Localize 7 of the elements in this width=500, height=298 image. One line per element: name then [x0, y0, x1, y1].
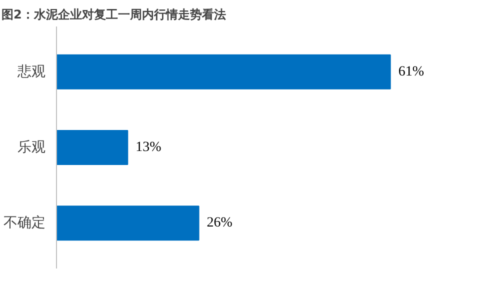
data-label: 26% — [206, 216, 233, 231]
y-tick-label: 乐观 — [18, 140, 46, 156]
y-tick-label: 悲观 — [16, 64, 46, 80]
data-label: 13% — [136, 140, 162, 155]
y-tick-label: 不确定 — [4, 215, 46, 232]
data-label: 61% — [398, 64, 424, 80]
chart-title: 图2：水泥企业对复工一周内行情走势看法 — [2, 8, 226, 22]
